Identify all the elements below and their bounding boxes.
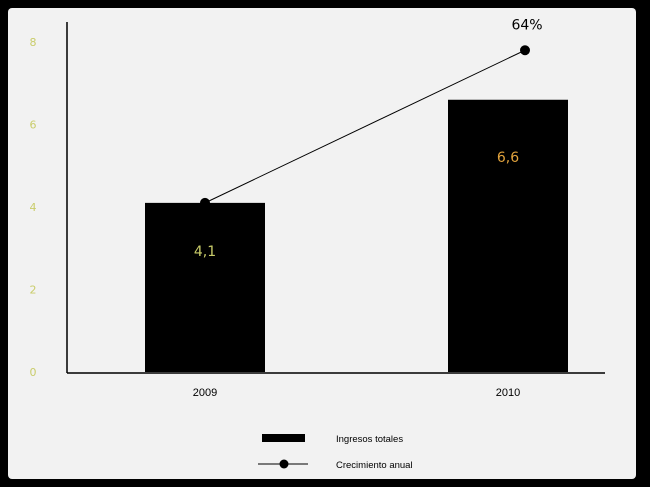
y-tick-label: 4 [30,201,37,214]
growth-point [520,45,530,56]
bar-2009 [145,202,265,372]
y-tick-label: 2 [30,284,37,297]
legend: Ingresos totales Crecimiento anual [258,434,413,471]
y-tick-label: 6 [30,119,37,132]
y-axis-ticks: 0 2 4 6 8 [30,36,37,379]
legend-point-swatch [279,459,289,469]
bar-value-label: 4,1 [194,244,216,260]
x-tick-label: 2010 [496,387,520,399]
legend-label-crecimiento: Crecimiento anual [336,460,413,471]
bars [145,99,568,372]
bar-2010 [448,99,568,372]
y-tick-label: 0 [30,366,37,379]
growth-value-label: 64% [511,17,542,33]
bar-value-label: 6,6 [497,150,519,166]
legend-label-ingresos: Ingresos totales [336,434,403,445]
x-axis-labels: 2009 2010 [193,387,520,399]
growth-point [200,197,210,208]
growth-line [204,49,526,204]
growth-series: 64% [200,17,543,208]
bar-labels: 4,1 6,6 [194,150,519,260]
legend-bar-swatch [262,434,305,442]
x-tick-label: 2009 [193,387,217,399]
y-tick-label: 8 [30,36,37,49]
